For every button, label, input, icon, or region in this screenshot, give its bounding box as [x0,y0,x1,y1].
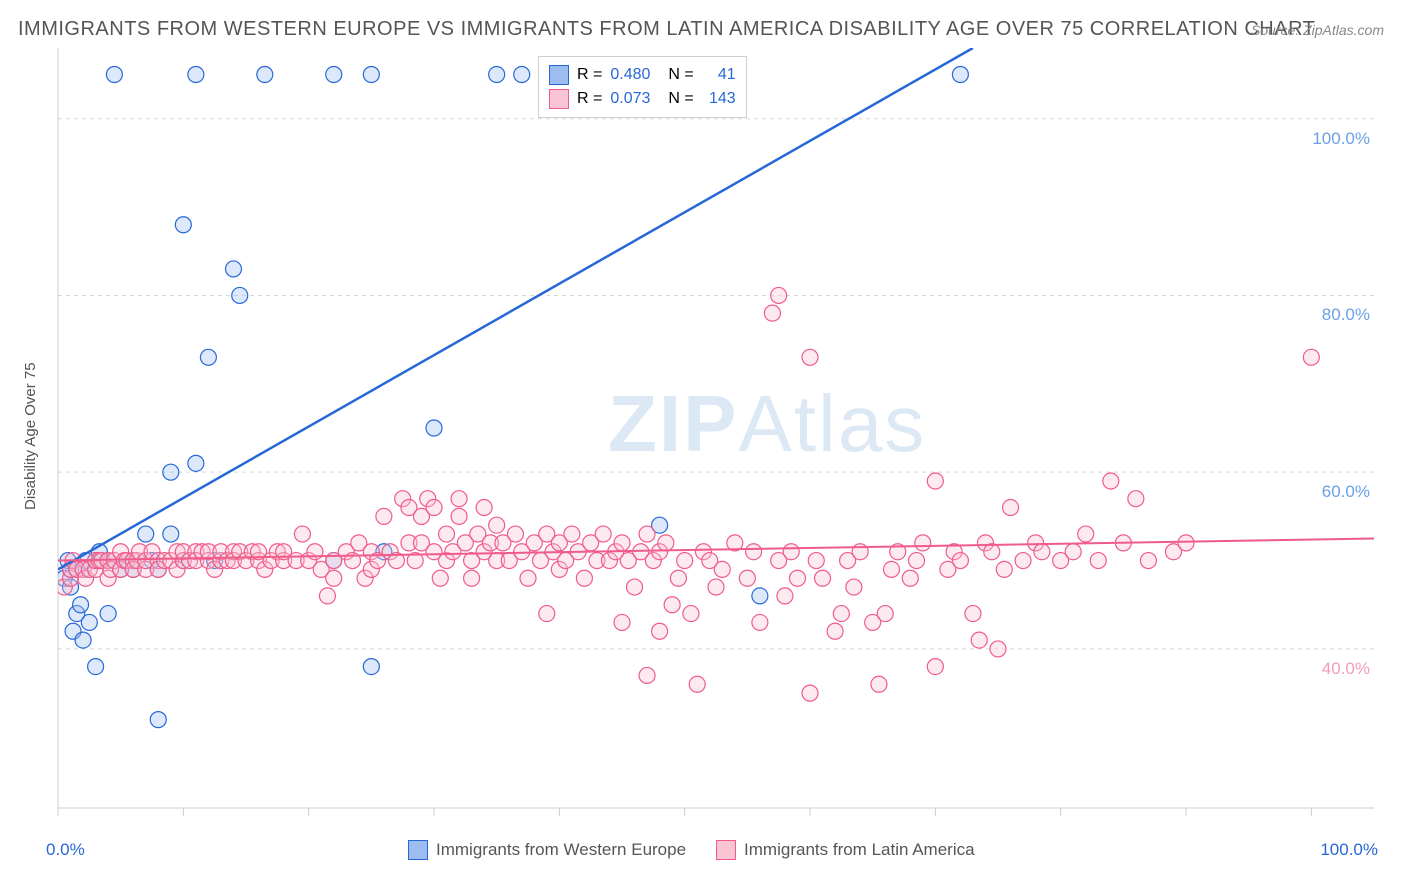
y-tick-label: 100.0% [1312,129,1370,149]
r-label: R = [577,90,602,108]
legend-label-we: Immigrants from Western Europe [436,840,686,860]
swatch-la [549,89,569,109]
swatch-we-bottom [408,840,428,860]
legend-label-la: Immigrants from Latin America [744,840,975,860]
chart-container: ZIPAtlas R = 0.480 N = 41 R = 0.073 N = … [48,48,1384,838]
swatch-la-bottom [716,840,736,860]
n-label: N = [668,66,693,84]
correlation-row-la: R = 0.073 N = 143 [549,87,736,111]
y-tick-label: 60.0% [1322,482,1370,502]
series-legend: Immigrants from Western Europe Immigrant… [408,840,975,860]
r-value-la: 0.073 [610,90,660,108]
x-axis-max-label: 100.0% [1320,840,1378,860]
correlation-legend: R = 0.480 N = 41 R = 0.073 N = 143 [538,56,747,118]
source-attribution: Source: ZipAtlas.com [1251,22,1384,38]
y-tick-label: 80.0% [1322,305,1370,325]
correlation-row-we: R = 0.480 N = 41 [549,63,736,87]
chart-title: IMMIGRANTS FROM WESTERN EUROPE VS IMMIGR… [18,18,1315,41]
n-value-la: 143 [702,90,736,108]
legend-item-la: Immigrants from Latin America [716,840,975,860]
n-label: N = [668,90,693,108]
legend-item-we: Immigrants from Western Europe [408,840,686,860]
r-value-we: 0.480 [610,66,660,84]
swatch-we [549,65,569,85]
y-axis-label: Disability Age Over 75 [22,362,39,510]
y-tick-label: 40.0% [1322,659,1370,679]
scatter-chart [48,48,1384,838]
x-axis-min-label: 0.0% [46,840,85,860]
r-label: R = [577,66,602,84]
n-value-we: 41 [702,66,736,84]
